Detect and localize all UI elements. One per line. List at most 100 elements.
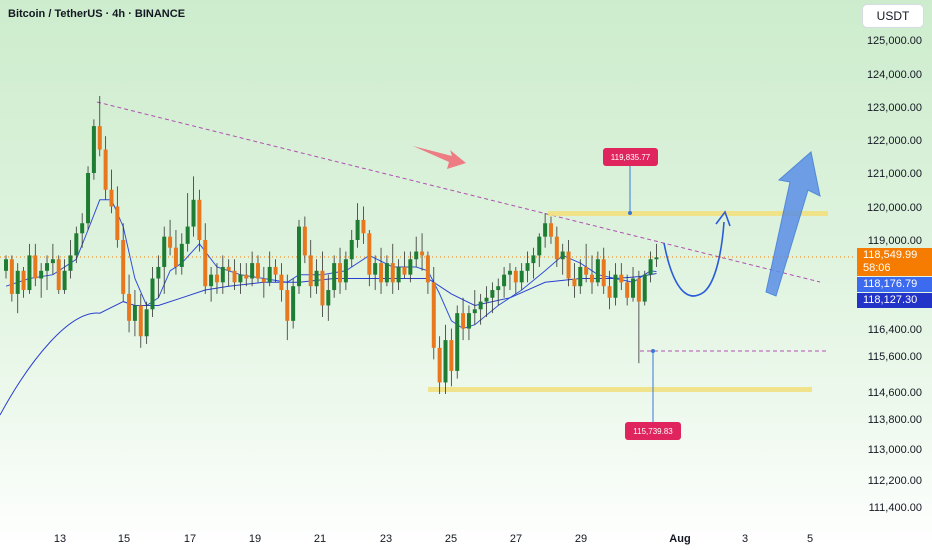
candle-body [572, 278, 577, 287]
support-zone [428, 387, 812, 392]
candle-body [402, 266, 407, 275]
y-tick-label: 113,800.00 [868, 414, 922, 426]
x-tick-label: 21 [314, 533, 326, 545]
candle-body [607, 286, 612, 298]
candle-body [455, 313, 460, 371]
y-tick-label: 121,000.00 [867, 168, 922, 180]
candle-body [507, 270, 512, 275]
candle-body [314, 270, 319, 287]
y-tick-label: 113,000.00 [868, 444, 922, 456]
x-tick-label: 27 [510, 533, 522, 545]
candle-body [68, 255, 73, 271]
candle-body [39, 270, 44, 279]
candle-body [132, 305, 137, 321]
x-tick-label: 29 [575, 533, 587, 545]
ma-fast-line [5, 199, 657, 330]
candle-body [478, 301, 483, 310]
chart-title: Bitcoin / TetherUS · 4h · BINANCE [8, 8, 186, 20]
candle-body [185, 226, 190, 244]
candle-body [642, 274, 647, 302]
candle-body [590, 274, 594, 283]
candle-body [50, 259, 55, 264]
x-tick-label: 25 [445, 533, 457, 545]
candle-body [121, 240, 126, 294]
candle-body [449, 340, 454, 371]
candle-body [431, 282, 436, 348]
ma-slow-price-tag: 118,127.30 [857, 293, 932, 308]
candle-body [179, 243, 184, 267]
x-tick-label: 5 [807, 533, 813, 545]
candle-body [472, 309, 477, 314]
y-tick-label: 124,000.00 [867, 69, 922, 81]
candle-body [367, 233, 372, 275]
y-tick-label: 125,000.00 [867, 35, 922, 47]
candle-body [373, 263, 378, 275]
candle-body [443, 340, 448, 383]
candle-body [62, 270, 67, 291]
y-tick-label: 114,600.00 [868, 387, 922, 399]
candle-body [232, 270, 237, 283]
candle-body [566, 251, 571, 279]
support-callout-dot [651, 349, 655, 353]
resistance-callout-box [603, 148, 658, 166]
candle-body [80, 223, 85, 234]
projection-curve-arrowhead [715, 210, 731, 227]
y-tick-label: 111,400.00 [869, 502, 922, 514]
candle-body [297, 226, 301, 287]
ma-fast-price-tag: 118,176.79 [857, 277, 932, 292]
support-callout-text: 115,739.83 [633, 427, 673, 436]
candle-body [15, 270, 20, 294]
candle-body [543, 223, 548, 237]
candle-body [648, 259, 653, 275]
candle-body [484, 297, 489, 302]
candle-body [308, 255, 313, 287]
candle-body [619, 274, 624, 283]
candle-body [244, 274, 249, 279]
current-price-value: 118,549.99 [863, 249, 918, 261]
currency-button[interactable]: USDT [862, 4, 924, 28]
descending-trendline [96, 101, 821, 283]
candle-body [250, 263, 255, 279]
candle-body [343, 259, 348, 283]
y-tick-label: 122,000.00 [867, 135, 922, 147]
candle-body [214, 274, 219, 283]
candle-body [425, 255, 430, 283]
candle-body [86, 173, 91, 224]
x-tick-label: Aug [669, 533, 690, 545]
candle-body [584, 266, 589, 275]
candle-body [220, 266, 225, 283]
candle-body [203, 240, 208, 287]
candle-body [21, 270, 26, 291]
x-tick-label: 19 [249, 533, 261, 545]
candle-body [279, 274, 284, 291]
resistance-callout-text: 119,835.77 [611, 153, 651, 162]
candle-body [613, 274, 618, 298]
y-tick-label: 120,000.00 [867, 202, 922, 214]
candle-body [27, 255, 32, 291]
candle-body [461, 313, 466, 329]
candle-body [238, 274, 243, 283]
candle-body [355, 219, 360, 240]
resistance-callout-dot [628, 211, 632, 215]
candle-body [273, 266, 278, 275]
projection-curve [663, 221, 725, 297]
candle-body [548, 223, 553, 237]
candle-body [127, 293, 132, 321]
candle-body [379, 263, 384, 283]
candle-body [654, 257, 659, 260]
candle-body [384, 263, 389, 283]
candle-body [519, 270, 524, 283]
candle-body [261, 278, 266, 283]
candle-body [115, 206, 120, 240]
candle-body [502, 274, 507, 287]
y-tick-label: 112,200.00 [868, 475, 922, 487]
candle-body [33, 255, 38, 279]
candle-body [191, 199, 196, 227]
candle-body [144, 309, 149, 337]
candle-body [74, 233, 79, 256]
candle-body [320, 270, 325, 306]
candle-body [595, 259, 600, 283]
candle-body [162, 236, 167, 267]
